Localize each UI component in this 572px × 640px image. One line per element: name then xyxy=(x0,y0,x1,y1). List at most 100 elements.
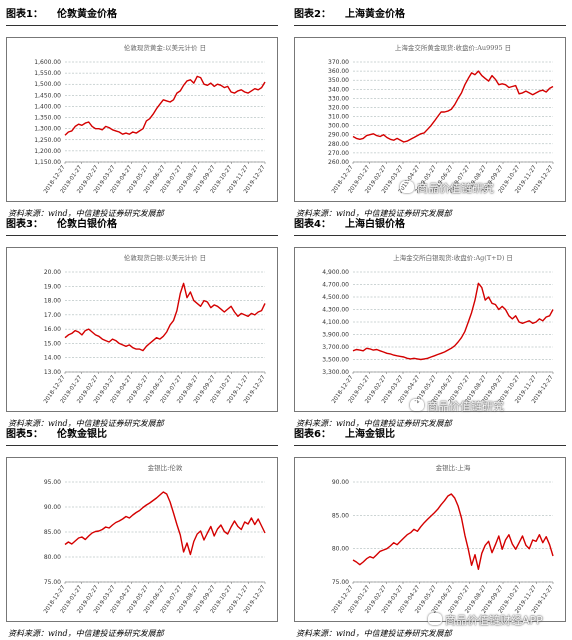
y-tick-label: 270.00 xyxy=(328,150,349,157)
source-note: 资料来源：wind，中信建投证券研究发展部 xyxy=(296,629,452,638)
y-tick-label: 3,300.00 xyxy=(322,369,349,376)
title-underline xyxy=(6,25,278,26)
y-tick-label: 360.00 xyxy=(328,68,349,75)
y-tick-label: 14.00 xyxy=(44,355,61,362)
chart-frame: 伦敦现货白银:以美元计价 日 20.00 19.00 18.00 17.00 16.00 1… xyxy=(6,247,278,412)
y-tick-label: 80.00 xyxy=(332,546,349,553)
chart-title: 上海白银价格 xyxy=(344,219,405,230)
chart-number: 图表2： xyxy=(294,9,331,20)
y-tick-label: 90.00 xyxy=(332,479,349,486)
chart-frame: 上海金交所白银现货:收盘价:Ag(T+D) 日 4,900.00 4,700.00 4… xyxy=(294,247,566,412)
y-tick-label: 80.00 xyxy=(44,554,61,561)
line-chart: 金银比:上海90.0085.0080.0075.002018-12-272019… xyxy=(331,463,555,615)
y-tick-label: 20.00 xyxy=(44,269,61,276)
title-underline xyxy=(294,25,566,26)
chart-inner-title: 上海金交所白银现货:收盘价:Ag(T+D) 日 xyxy=(393,253,513,262)
y-tick-label: 330.00 xyxy=(328,95,349,102)
title-underline xyxy=(294,445,566,446)
chart-inner-title: 伦敦现货白银:以美元计价 日 xyxy=(124,253,206,262)
line-chart: 伦敦现货白银:以美元计价 日 20.00 19.00 18.00 17.00 16.00 1… xyxy=(43,253,267,405)
line-chart: 伦敦现货黄金:以美元计价 日 1,600.00 1,550.00 1,500.00 1,… xyxy=(34,43,267,195)
watermark: 商品价值链研究 xyxy=(400,180,494,196)
y-tick-label: 1,400.00 xyxy=(34,103,61,110)
chart-inner-title: 伦敦现货黄金:以美元计价 日 xyxy=(124,43,206,52)
line-chart: 上海金交所白银现货:收盘价:Ag(T+D) 日 4,900.00 4,700.00 4… xyxy=(322,253,555,405)
chart-heading: 图表1： 伦敦黄金价格 xyxy=(6,8,117,22)
chart-panel-3: 图表3： 伦敦白银价格 伦敦现货白银:以美元计价 日 20.00 19.00 18.00… xyxy=(6,218,278,430)
chart-heading: 图表3： 伦敦白银价格 xyxy=(6,218,117,232)
line-chart: 上海金交所黄金现货:收盘价:Au9995 日 370.00 360.00 350.00… xyxy=(328,43,555,195)
source-note: 资料来源：wind，中信建投证券研究发展部 xyxy=(296,419,452,428)
chart-frame: 金银比:伦敦 95.00 90.00 85.00 80.00 75.00 2018-12-2… xyxy=(6,457,278,622)
price-series-line xyxy=(64,491,266,556)
y-tick-label: 90.00 xyxy=(44,504,61,511)
y-tick-label: 1,250.00 xyxy=(34,137,61,144)
title-underline xyxy=(6,235,278,236)
title-underline xyxy=(6,445,278,446)
y-tick-label: 75.00 xyxy=(332,579,349,586)
y-tick-label: 17.00 xyxy=(44,312,61,319)
chart-heading: 图表2： 上海黄金价格 xyxy=(294,8,405,22)
y-tick-label: 1,500.00 xyxy=(34,81,61,88)
price-series-line xyxy=(64,75,266,136)
price-series-line xyxy=(352,282,554,361)
wechat-icon xyxy=(400,181,414,193)
y-tick-label: 300.00 xyxy=(328,123,349,130)
y-tick-label: 4,100.00 xyxy=(322,319,349,326)
y-tick-label: 320.00 xyxy=(328,104,349,111)
y-tick-label: 85.00 xyxy=(332,512,349,519)
chart-title: 上海黄金价格 xyxy=(344,9,405,20)
source-note: 资料来源：wind，中信建投证券研究发展部 xyxy=(8,209,164,218)
y-tick-label: 1,150.00 xyxy=(34,159,61,166)
y-tick-label: 3,700.00 xyxy=(322,344,349,351)
y-tick-label: 95.00 xyxy=(44,479,61,486)
y-tick-label: 1,450.00 xyxy=(34,92,61,99)
y-tick-label: 18.00 xyxy=(44,298,61,305)
y-tick-label: 370.00 xyxy=(328,59,349,66)
y-tick-label: 1,300.00 xyxy=(34,126,61,133)
y-tick-label: 15.00 xyxy=(44,340,61,347)
y-tick-label: 1,550.00 xyxy=(34,70,61,77)
chart-title: 伦敦金银比 xyxy=(56,429,107,440)
price-series-line xyxy=(64,282,266,352)
chart-inner-title: 金银比:上海 xyxy=(436,463,471,472)
chart-panel-1: 图表1： 伦敦黄金价格 伦敦现货黄金:以美元计价 日 1,600.00 1,550.0… xyxy=(6,8,278,220)
title-underline xyxy=(294,235,566,236)
y-tick-label: 340.00 xyxy=(328,86,349,93)
chart-inner-title: 上海金交所黄金现货:收盘价:Au9995 日 xyxy=(395,43,511,52)
chart-number: 图表5： xyxy=(6,429,43,440)
y-tick-label: 4,900.00 xyxy=(322,269,349,276)
watermark: 商品价值链财经APP xyxy=(428,612,543,628)
y-tick-label: 3,500.00 xyxy=(322,357,349,364)
y-tick-label: 13.00 xyxy=(44,369,61,376)
chart-heading: 图表6： 上海金银比 xyxy=(294,428,395,442)
y-tick-label: 1,350.00 xyxy=(34,115,61,122)
chart-panel-5: 图表5： 伦敦金银比 金银比:伦敦 95.00 90.00 85.00 80.00 75.0… xyxy=(6,428,278,640)
source-note: 资料来源：wind，中信建投证券研究发展部 xyxy=(8,419,164,428)
chart-frame: 金银比:上海 90.00 85.00 80.00 75.00 2018-12-27 2019… xyxy=(294,457,566,622)
y-tick-label: 4,500.00 xyxy=(322,294,349,301)
chart-panel-6: 图表6： 上海金银比 金银比:上海 90.00 85.00 80.00 75.00 2018… xyxy=(294,428,566,640)
y-tick-label: 3,900.00 xyxy=(322,332,349,339)
chart-title: 伦敦黄金价格 xyxy=(56,9,117,20)
chart-panel-4: 图表4： 上海白银价格 上海金交所白银现货:收盘价:Ag(T+D) 日 4,900.… xyxy=(294,218,566,430)
chart-panel-2: 图表2： 上海黄金价格 上海金交所黄金现货:收盘价:Au9995 日 370.00 3… xyxy=(294,8,566,220)
wechat-icon xyxy=(410,399,424,411)
y-tick-label: 16.00 xyxy=(44,326,61,333)
y-tick-label: 290.00 xyxy=(328,132,349,139)
chart-number: 图表1： xyxy=(6,9,43,20)
price-series-line xyxy=(352,70,554,143)
y-tick-label: 260.00 xyxy=(328,159,349,166)
chart-frame: 伦敦现货黄金:以美元计价 日 1,600.00 1,550.00 1,500.00 1,… xyxy=(6,37,278,202)
chart-number: 图表4： xyxy=(294,219,331,230)
y-tick-label: 4,300.00 xyxy=(322,307,349,314)
chart-frame: 上海金交所黄金现货:收盘价:Au9995 日 370.00 360.00 350.00… xyxy=(294,37,566,202)
y-tick-label: 280.00 xyxy=(328,141,349,148)
source-note: 资料来源：wind，中信建投证券研究发展部 xyxy=(296,209,452,218)
chart-heading: 图表5： 伦敦金银比 xyxy=(6,428,107,442)
chart-number: 图表3： xyxy=(6,219,43,230)
watermark: 商品价值链研究 xyxy=(410,398,504,414)
y-tick-label: 19.00 xyxy=(44,283,61,290)
wechat-icon xyxy=(428,613,442,625)
chart-title: 伦敦白银价格 xyxy=(56,219,117,230)
